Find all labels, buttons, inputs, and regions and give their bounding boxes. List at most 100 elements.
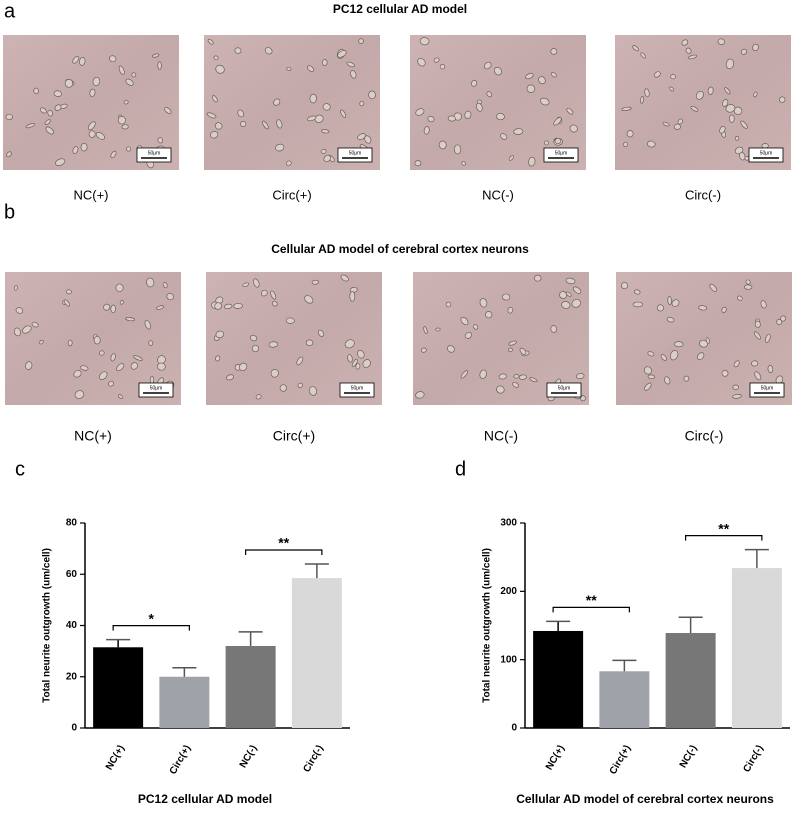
cell: [215, 330, 225, 339]
cell: [687, 54, 698, 60]
cell: [740, 48, 747, 55]
cell: [640, 52, 646, 59]
cell: [33, 87, 39, 95]
cell: [66, 289, 72, 295]
y-axis-label: Total neurite outgrowth (um/cell): [482, 548, 493, 703]
cell: [447, 115, 456, 122]
cell: [632, 45, 639, 52]
cell: [644, 382, 652, 391]
cell: [108, 380, 115, 387]
error-bar: [304, 563, 329, 579]
cell: [286, 160, 292, 166]
cell: [754, 320, 761, 328]
scale-bar-label: 50μm: [555, 150, 568, 156]
cell: [13, 327, 21, 337]
cell: [362, 359, 371, 368]
cell: [15, 307, 24, 314]
cell: [131, 72, 137, 78]
cell: [737, 295, 743, 301]
cell: [304, 295, 314, 304]
cell: [695, 90, 704, 100]
micrograph: 50μm: [615, 35, 791, 170]
cell: [358, 38, 364, 45]
cell: [475, 102, 483, 112]
cell: [565, 291, 572, 297]
cell: [486, 91, 493, 98]
cell: [322, 59, 328, 66]
cell: [745, 279, 751, 285]
cell: [270, 290, 277, 300]
cell: [632, 301, 644, 308]
cell: [669, 350, 679, 361]
cell: [647, 351, 655, 357]
cell: [525, 73, 534, 80]
cell: [144, 319, 152, 330]
cell: [126, 146, 132, 152]
cell: [673, 123, 682, 130]
cell: [286, 66, 292, 71]
cell: [743, 284, 753, 290]
cell: [717, 38, 726, 45]
cell: [423, 126, 430, 135]
cell: [87, 121, 96, 131]
cell: [273, 98, 281, 106]
image-background: [204, 35, 380, 170]
cell: [233, 303, 243, 309]
cell: [565, 277, 576, 285]
cell: [359, 100, 365, 107]
significance-label: **: [278, 535, 289, 551]
cell: [496, 385, 505, 394]
cell: [501, 293, 511, 301]
cell: [95, 132, 106, 140]
micrograph: 50μm: [206, 272, 382, 405]
cell: [732, 384, 739, 390]
cell: [162, 282, 168, 289]
cell: [110, 353, 116, 362]
cell: [671, 299, 680, 307]
cell: [438, 140, 447, 150]
cell: [485, 311, 493, 319]
scale-bar-label: 50μm: [760, 150, 773, 156]
cell: [25, 123, 36, 129]
cell: [55, 158, 66, 167]
micrograph: 50μm: [3, 35, 179, 170]
cell: [279, 384, 287, 392]
cell: [103, 303, 111, 311]
cell: [722, 99, 729, 107]
bar: [93, 647, 144, 728]
cell: [729, 114, 735, 123]
error-bar: [546, 620, 571, 631]
cell: [699, 339, 708, 348]
cell: [446, 345, 455, 353]
cell: [364, 135, 372, 144]
significance-bracket: [112, 624, 190, 631]
cell: [116, 363, 125, 372]
cell: [559, 291, 568, 299]
cell: [529, 377, 538, 383]
cell: [553, 117, 562, 126]
cell: [500, 133, 508, 140]
cell: [479, 369, 487, 379]
cell: [512, 382, 520, 388]
cell: [572, 286, 582, 294]
cell: [260, 289, 268, 297]
cell: [63, 299, 71, 307]
cell: [647, 374, 656, 380]
cell: [445, 301, 452, 308]
micrograph: 50μm: [413, 272, 589, 405]
cell: [433, 57, 440, 63]
cell: [6, 151, 12, 158]
cell: [117, 394, 124, 400]
scale-bar-label: 50μm: [349, 150, 362, 156]
cell: [453, 144, 462, 155]
cell: [320, 149, 327, 154]
cell: [322, 103, 331, 111]
cell: [496, 112, 505, 121]
cell: [669, 86, 675, 92]
cell: [760, 300, 767, 309]
cell: [526, 84, 536, 93]
cell: [673, 341, 684, 348]
cell: [223, 303, 233, 310]
cell: [22, 325, 32, 334]
scale-bar-label: 50μm: [351, 385, 364, 391]
